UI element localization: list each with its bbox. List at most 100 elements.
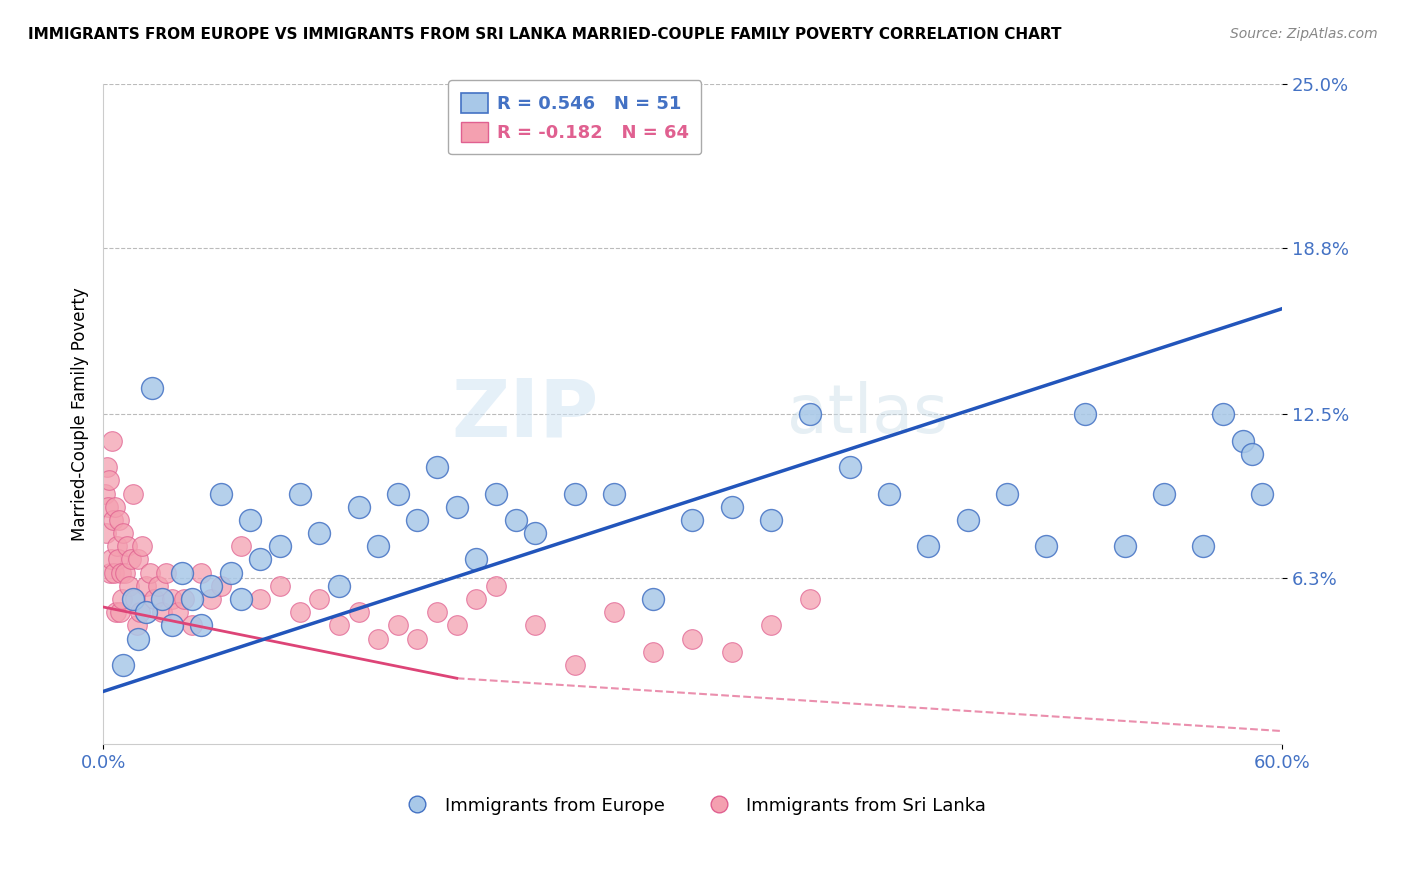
Point: [104, 500, 127, 514]
Legend: Immigrants from Europe, Immigrants from Sri Lanka: Immigrants from Europe, Immigrants from …: [392, 789, 993, 822]
Point: [200, 579, 222, 593]
Point: [101, 434, 124, 448]
Point: [288, 605, 311, 619]
Point: [190, 566, 212, 580]
Point: [406, 632, 429, 646]
Point: [308, 526, 330, 541]
Point: [426, 605, 449, 619]
Point: [446, 618, 468, 632]
Point: [108, 605, 131, 619]
Point: [114, 566, 136, 580]
Point: [249, 592, 271, 607]
Point: [603, 486, 626, 500]
Point: [173, 592, 195, 607]
Point: [1114, 539, 1136, 553]
Point: [135, 579, 157, 593]
Point: [485, 579, 508, 593]
Point: [387, 486, 409, 500]
Point: [838, 460, 860, 475]
Point: [94, 486, 117, 500]
Point: [367, 539, 389, 553]
Point: [239, 513, 262, 527]
Point: [125, 618, 148, 632]
Point: [118, 579, 141, 593]
Point: [127, 632, 149, 646]
Point: [229, 592, 252, 607]
Point: [180, 592, 202, 607]
Point: [139, 566, 162, 580]
Point: [180, 618, 202, 632]
Point: [1192, 539, 1215, 553]
Point: [101, 513, 124, 527]
Point: [100, 552, 122, 566]
Point: [103, 566, 125, 580]
Point: [485, 486, 508, 500]
Point: [1153, 486, 1175, 500]
Point: [129, 605, 152, 619]
Point: [209, 486, 232, 500]
Point: [200, 592, 222, 607]
Point: [643, 645, 665, 659]
Point: [269, 579, 291, 593]
Point: [564, 658, 586, 673]
Point: [564, 486, 586, 500]
Point: [387, 618, 409, 632]
Point: [1251, 486, 1274, 500]
Point: [643, 592, 665, 607]
Text: Source: ZipAtlas.com: Source: ZipAtlas.com: [1230, 27, 1378, 41]
Point: [229, 539, 252, 553]
Point: [877, 486, 900, 500]
Point: [124, 592, 146, 607]
Point: [166, 605, 188, 619]
Point: [105, 539, 128, 553]
Point: [1074, 408, 1097, 422]
Point: [799, 592, 821, 607]
Point: [121, 592, 143, 607]
Point: [524, 618, 547, 632]
Point: [465, 552, 488, 566]
Point: [328, 618, 350, 632]
Point: [127, 552, 149, 566]
Point: [121, 486, 143, 500]
Point: [799, 408, 821, 422]
Point: [120, 552, 142, 566]
Point: [720, 645, 742, 659]
Point: [160, 618, 183, 632]
Point: [160, 592, 183, 607]
Point: [150, 605, 173, 619]
Point: [94, 526, 117, 541]
Point: [759, 618, 782, 632]
Point: [111, 658, 134, 673]
Point: [288, 486, 311, 500]
Point: [131, 539, 153, 553]
Point: [426, 460, 449, 475]
Text: IMMIGRANTS FROM EUROPE VS IMMIGRANTS FROM SRI LANKA MARRIED-COUPLE FAMILY POVERT: IMMIGRANTS FROM EUROPE VS IMMIGRANTS FRO…: [28, 27, 1062, 42]
Point: [603, 605, 626, 619]
Text: ZIP: ZIP: [451, 376, 598, 453]
Point: [347, 500, 370, 514]
Point: [170, 566, 193, 580]
Point: [269, 539, 291, 553]
Point: [135, 605, 157, 619]
Point: [143, 592, 166, 607]
Point: [98, 566, 121, 580]
Point: [446, 500, 468, 514]
Point: [108, 513, 131, 527]
Point: [190, 618, 212, 632]
Point: [505, 513, 527, 527]
Point: [328, 579, 350, 593]
Point: [141, 381, 163, 395]
Text: atlas: atlas: [787, 382, 948, 447]
Point: [155, 566, 177, 580]
Point: [104, 605, 127, 619]
Point: [956, 513, 979, 527]
Point: [465, 592, 488, 607]
Point: [110, 566, 132, 580]
Point: [219, 566, 242, 580]
Point: [1035, 539, 1057, 553]
Point: [308, 592, 330, 607]
Point: [107, 552, 129, 566]
Point: [96, 460, 118, 475]
Point: [524, 526, 547, 541]
Point: [249, 552, 271, 566]
